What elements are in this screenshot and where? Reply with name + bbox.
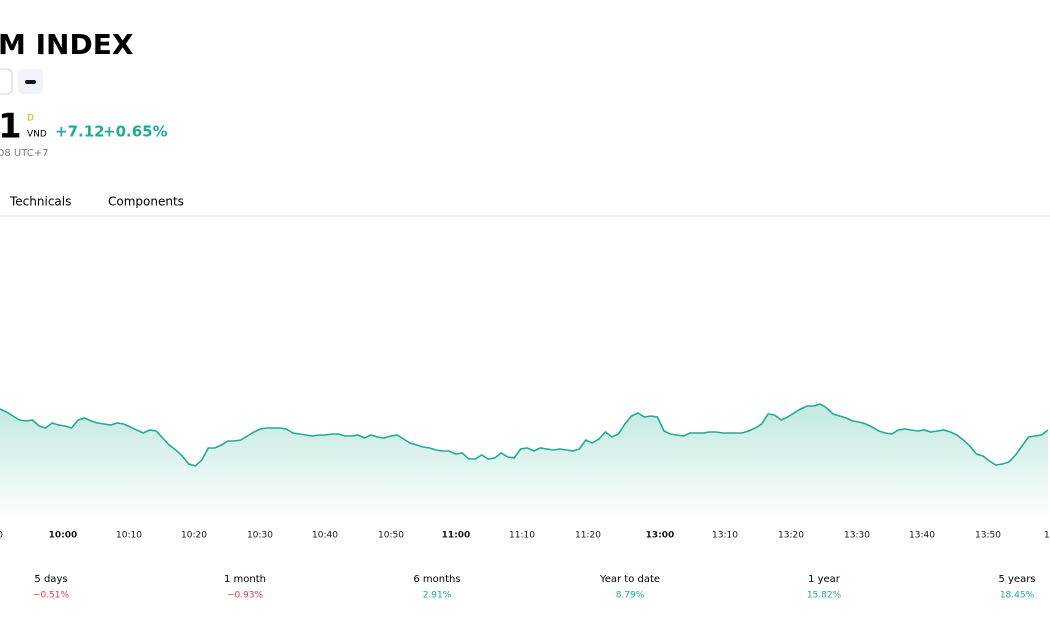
period-label: 5 days bbox=[34, 574, 67, 585]
period-value: −0.93% bbox=[227, 591, 264, 601]
x-tick-label: 13:00 bbox=[646, 531, 675, 541]
price-flag: D bbox=[27, 114, 34, 124]
x-tick-label: 13:50 bbox=[975, 531, 1001, 541]
x-tick-label: 10:50 bbox=[378, 531, 404, 541]
change-percent: +0.65% bbox=[103, 123, 168, 141]
x-tick-label: 11:20 bbox=[575, 531, 601, 541]
period-label: 1 year bbox=[808, 574, 841, 585]
x-tick-label: 10:40 bbox=[312, 531, 338, 541]
period-value: 15.82% bbox=[807, 591, 842, 601]
period-label: 6 months bbox=[413, 574, 460, 585]
x-tick-label: 50 bbox=[0, 531, 3, 541]
period-label: Year to date bbox=[599, 574, 660, 585]
x-tick-label: 11:10 bbox=[509, 531, 535, 541]
period-label: 1 month bbox=[224, 574, 266, 585]
period-value: 8.79% bbox=[616, 591, 645, 601]
area bbox=[0, 404, 1048, 520]
periods: 5 days −0.51% 1 month −0.93% 6 months 2.91% Ye… bbox=[33, 574, 1036, 601]
x-tick-label: 13:40 bbox=[909, 531, 935, 541]
line bbox=[0, 403, 1049, 467]
x-tick-label: 11:00 bbox=[442, 531, 471, 541]
icon bbox=[25, 80, 36, 84]
x-tick-label: 10:00 bbox=[49, 531, 78, 541]
x-tick-label: 13:30 bbox=[844, 531, 870, 541]
x-tick-label: 10:20 bbox=[181, 531, 207, 541]
x-tick-label: 10:30 bbox=[247, 531, 273, 541]
x-tick-label: 13:20 bbox=[778, 531, 804, 541]
button[interactable] bbox=[0, 68, 13, 95]
time: 08 UTC+7 bbox=[0, 148, 48, 159]
x-tick-label: 13:10 bbox=[712, 531, 738, 541]
currency: VND bbox=[27, 130, 47, 140]
tab[interactable]: Technicals bbox=[9, 195, 71, 209]
x-tick-label: 10:10 bbox=[116, 531, 142, 541]
x-tick-label: 14 bbox=[1044, 531, 1050, 541]
tab[interactable]: Components bbox=[108, 195, 184, 209]
period-value: −0.51% bbox=[33, 591, 70, 601]
price: 1 bbox=[0, 107, 22, 147]
title: M INDEX bbox=[0, 28, 134, 61]
period-value: 18.45% bbox=[1000, 591, 1035, 601]
change: +7.12 bbox=[55, 123, 105, 141]
chart: 50 10:00 10:10 10:20 10:30 10:40 10:50 11:00 11:… bbox=[0, 403, 1050, 541]
period-label: 5 years bbox=[998, 574, 1035, 585]
period-value: 2.91% bbox=[423, 591, 452, 601]
